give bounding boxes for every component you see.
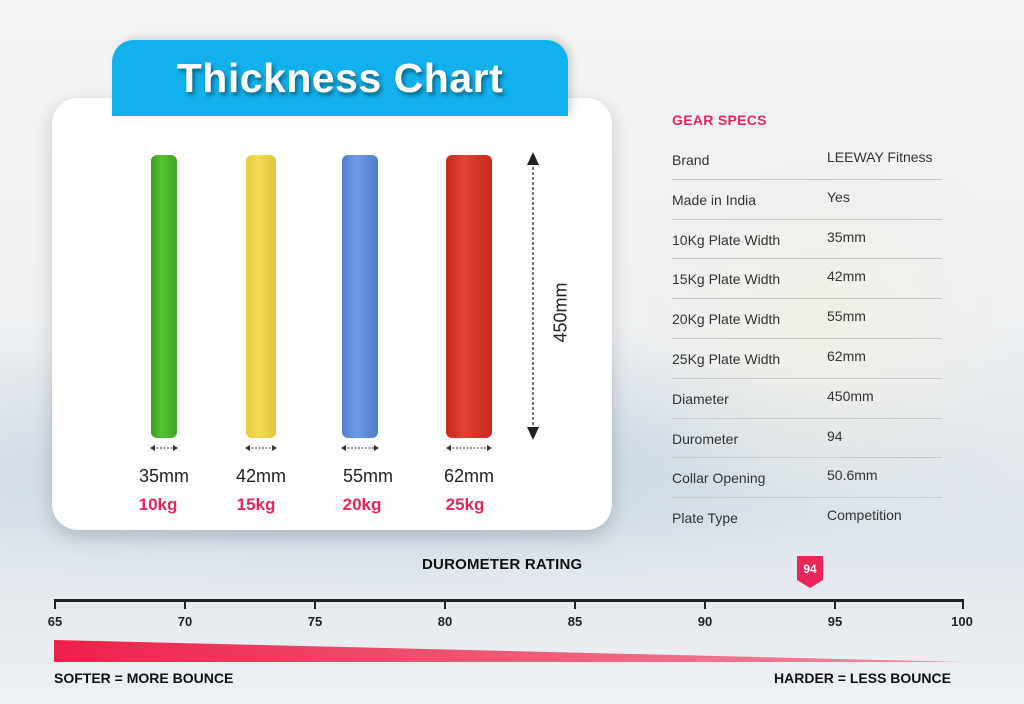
specs-table: Brand LEEWAY Fitness Made in India Yes 1… bbox=[672, 140, 942, 538]
spec-value: 35mm bbox=[827, 228, 866, 245]
durometer-harder-label: HARDER = LESS BOUNCE bbox=[774, 670, 951, 686]
spec-key: Diameter bbox=[672, 390, 729, 407]
spec-value: 94 bbox=[827, 427, 843, 444]
spec-value: 50.6mm bbox=[827, 467, 878, 484]
specs-heading: GEAR SPECS bbox=[672, 112, 767, 128]
durometer-axis bbox=[54, 599, 964, 602]
spec-key: 10Kg Plate Width bbox=[672, 231, 781, 248]
durometer-tick-label: 70 bbox=[177, 614, 193, 629]
plate-20kg-image bbox=[342, 155, 378, 438]
width-arrow-icon bbox=[245, 444, 277, 452]
spec-key: 25Kg Plate Width bbox=[672, 350, 781, 367]
spec-row-10kg-width: 10Kg Plate Width 35mm bbox=[672, 220, 942, 260]
spec-row-20kg-width: 20Kg Plate Width 55mm bbox=[672, 299, 942, 339]
spec-row-diameter: Diameter 450mm bbox=[672, 379, 942, 419]
spec-row-durometer: Durometer 94 bbox=[672, 419, 942, 459]
spec-value: 42mm bbox=[827, 268, 866, 285]
width-arrow-icon bbox=[341, 444, 379, 452]
thickness-card bbox=[52, 98, 612, 530]
durometer-tick-label: 100 bbox=[951, 614, 973, 629]
durometer-title: DUROMETER RATING bbox=[422, 556, 583, 573]
durometer-gradient-wedge bbox=[54, 640, 964, 669]
spec-value: Yes bbox=[827, 188, 850, 205]
spec-key: Durometer bbox=[672, 430, 739, 447]
width-arrow-icon bbox=[446, 444, 492, 452]
durometer-marker-icon bbox=[795, 556, 825, 588]
plate-thickness-label: 35mm bbox=[138, 466, 189, 486]
durometer-tick-label: 80 bbox=[437, 614, 453, 629]
spec-value: LEEWAY Fitness bbox=[827, 149, 933, 165]
diameter-arrow-icon bbox=[522, 152, 544, 445]
spec-row-brand: Brand LEEWAY Fitness bbox=[672, 140, 942, 180]
durometer-tick bbox=[704, 599, 706, 609]
background-blur bbox=[620, 120, 1020, 520]
plate-weight-label: 20kg bbox=[342, 495, 382, 514]
spec-row-plate-type: Plate Type Competition bbox=[672, 498, 942, 538]
plate-thickness-label: 62mm bbox=[443, 466, 494, 486]
plate-15kg-image bbox=[246, 155, 276, 438]
spec-key: 15Kg Plate Width bbox=[672, 271, 781, 288]
plate-25kg-image bbox=[446, 155, 492, 438]
spec-key: 20Kg Plate Width bbox=[672, 311, 781, 328]
durometer-tick bbox=[574, 599, 576, 609]
spec-row-25kg-width: 25Kg Plate Width 62mm bbox=[672, 339, 942, 379]
durometer-marker-value: 94 bbox=[803, 562, 817, 576]
durometer-tick bbox=[314, 599, 316, 609]
durometer-tick bbox=[54, 599, 56, 609]
spec-key: Collar Opening bbox=[672, 470, 766, 487]
durometer-tick bbox=[444, 599, 446, 609]
title-banner: Thickness Chart bbox=[112, 40, 568, 116]
diameter-value: 450mm bbox=[550, 281, 571, 343]
plate-thickness-label: 42mm bbox=[235, 466, 286, 486]
spec-key: Brand bbox=[672, 152, 710, 168]
durometer-tick-label: 75 bbox=[307, 614, 323, 629]
plate-thickness-label: 55mm bbox=[342, 466, 393, 486]
plate-weight-label: 10kg bbox=[138, 495, 178, 514]
diameter-label: 450mm bbox=[538, 282, 584, 342]
durometer-tick-label: 95 bbox=[827, 614, 843, 629]
plate-weight-label: 15kg bbox=[236, 495, 276, 514]
spec-row-made-in-india: Made in India Yes bbox=[672, 180, 942, 220]
spec-key: Plate Type bbox=[672, 510, 738, 527]
page-title: Thickness Chart bbox=[176, 54, 504, 101]
width-arrow-icon bbox=[150, 444, 178, 452]
durometer-tick bbox=[834, 599, 836, 609]
plate-10kg-image bbox=[151, 155, 177, 438]
durometer-tick-label: 85 bbox=[567, 614, 583, 629]
durometer-tick bbox=[184, 599, 186, 609]
spec-key: Made in India bbox=[672, 191, 757, 208]
durometer-softer-label: SOFTER = MORE BOUNCE bbox=[54, 670, 234, 686]
spec-value: 450mm bbox=[827, 387, 874, 404]
spec-value: 62mm bbox=[827, 347, 866, 364]
spec-row-collar-opening: Collar Opening 50.6mm bbox=[672, 458, 942, 499]
durometer-tick-label: 65 bbox=[47, 614, 63, 629]
durometer-tick-label: 90 bbox=[697, 614, 713, 629]
spec-value: Competition bbox=[827, 507, 902, 524]
spec-value: 55mm bbox=[827, 308, 866, 325]
plate-weight-label: 25kg bbox=[445, 495, 485, 514]
spec-row-15kg-width: 15Kg Plate Width 42mm bbox=[672, 259, 942, 300]
durometer-tick bbox=[962, 599, 964, 609]
